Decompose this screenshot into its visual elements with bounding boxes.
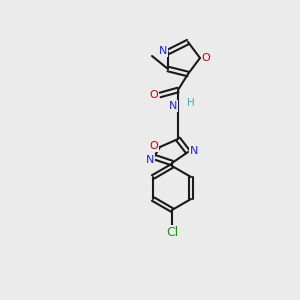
Text: O: O bbox=[150, 90, 158, 100]
Text: H: H bbox=[187, 98, 195, 108]
Text: N: N bbox=[169, 101, 177, 111]
Text: N: N bbox=[190, 146, 198, 156]
Text: Cl: Cl bbox=[166, 226, 178, 238]
Text: N: N bbox=[159, 46, 167, 56]
Text: N: N bbox=[146, 155, 154, 165]
Text: O: O bbox=[150, 141, 158, 151]
Text: O: O bbox=[202, 53, 210, 63]
